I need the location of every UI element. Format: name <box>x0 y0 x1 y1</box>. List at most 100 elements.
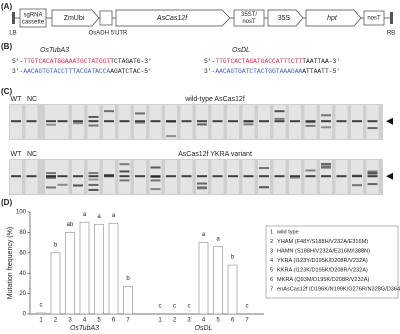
legend-text: MKRA (Q93M/D195K/D208R/V232A) <box>277 277 369 283</box>
y-axis-label: Mutation frequency (%) <box>7 227 14 299</box>
band <box>305 169 316 172</box>
target-sequence: AACAGTGTACCTTTACGATACCA <box>23 68 110 75</box>
legend-text: YHAM (F48Y/S188H/V232A/E316M) <box>277 239 368 245</box>
band <box>73 122 83 125</box>
band <box>135 175 145 178</box>
promoter-text: ZmUbi <box>64 15 85 22</box>
significance-letter: a <box>202 232 206 238</box>
bar <box>79 221 90 315</box>
band <box>305 121 316 124</box>
bar <box>50 252 61 315</box>
band <box>321 114 331 117</box>
sequence-end: 3'- <box>204 68 215 75</box>
band <box>259 186 269 189</box>
sgrna-text: cassette <box>22 20 45 26</box>
bar <box>213 246 223 315</box>
terminator-text: 35ST/ <box>241 12 257 18</box>
band <box>352 184 362 187</box>
band <box>181 175 192 178</box>
legend-text: wild type <box>276 229 299 235</box>
lane-label: WT <box>11 96 23 103</box>
target-name: OsTubA3 <box>40 47 69 54</box>
band <box>104 110 114 113</box>
band <box>135 112 145 115</box>
terminator3-box <box>363 10 385 26</box>
lane-label: NC <box>27 151 37 158</box>
sequence-line: 5'-TTGTCACATGGAAATGCTATGGTTCTAGATG-3' <box>12 58 152 65</box>
significance-letter: a <box>83 212 87 218</box>
y-tick-label: 60 <box>19 250 26 256</box>
significance-letter: b <box>231 255 235 261</box>
legend-number: 6 <box>270 277 273 283</box>
band <box>197 120 207 123</box>
band <box>11 120 21 123</box>
band <box>197 186 207 189</box>
band <box>336 120 347 123</box>
band <box>290 120 300 123</box>
band <box>290 175 300 178</box>
band <box>46 120 56 123</box>
band <box>181 120 192 123</box>
target-sequence: AACAGTGATCTACTGGTAAAGAA <box>215 68 302 75</box>
band <box>290 176 300 179</box>
rb-label: RB <box>387 31 395 37</box>
sequence-rest: TAATTAA-3' <box>302 58 340 65</box>
significance-letter: c <box>173 304 176 310</box>
band <box>73 184 83 187</box>
legend-text: HAMN (S188H/V232A/E316M/I388N) <box>277 248 370 254</box>
band <box>274 110 285 113</box>
utr-box <box>99 10 113 26</box>
band <box>259 120 269 123</box>
band <box>57 183 68 186</box>
x-tick-label: 1 <box>39 318 43 324</box>
band <box>336 175 347 178</box>
band <box>321 120 331 123</box>
bar <box>123 286 133 315</box>
band <box>46 176 56 179</box>
sequence-end: 5'- <box>204 58 215 65</box>
band <box>321 163 331 166</box>
promoter2-arrow <box>267 9 304 27</box>
panel-label: (D) <box>1 198 12 207</box>
band <box>243 120 254 123</box>
band <box>197 175 207 178</box>
band <box>228 120 238 123</box>
panel-label: (C) <box>1 87 12 96</box>
significance-letter: ab <box>67 222 74 228</box>
sgrna-box <box>19 8 47 28</box>
target-sequence: TTGTCACTAGATGACCATTTCTT <box>215 58 302 65</box>
band <box>259 175 269 178</box>
band <box>46 172 56 175</box>
bar <box>94 223 104 315</box>
rb-border <box>390 12 393 24</box>
legend-text: enAsCas12f (D196K/N199K/G276R/N328G/D364… <box>277 286 400 292</box>
bar <box>227 264 238 315</box>
band <box>150 188 161 191</box>
gel-title: AsCas12f YKRA variant <box>178 151 252 158</box>
band <box>88 115 99 118</box>
x-tick-label: 3 <box>68 318 72 324</box>
band <box>46 175 56 178</box>
band <box>197 187 207 190</box>
band <box>88 124 99 127</box>
band <box>88 188 99 191</box>
legend-number: 4 <box>270 258 273 264</box>
sequence-rest: AGATCTAC-5' <box>110 68 152 75</box>
significance-letter: c <box>188 304 191 310</box>
band <box>150 179 161 182</box>
band <box>352 174 362 177</box>
band <box>119 170 130 173</box>
y-tick-label: 20 <box>19 291 26 297</box>
band <box>274 117 285 120</box>
band <box>166 135 176 138</box>
band <box>119 179 130 182</box>
band <box>367 183 378 186</box>
band <box>305 124 316 127</box>
lane-label: WT <box>11 151 23 158</box>
band <box>212 120 223 123</box>
sequence-rest: TCTAGATG-3' <box>110 58 152 65</box>
bar <box>198 242 209 315</box>
sequence-line: 3'-AACAGTGTACCTTTACGATACCAAGATCTAC-5' <box>12 68 152 75</box>
